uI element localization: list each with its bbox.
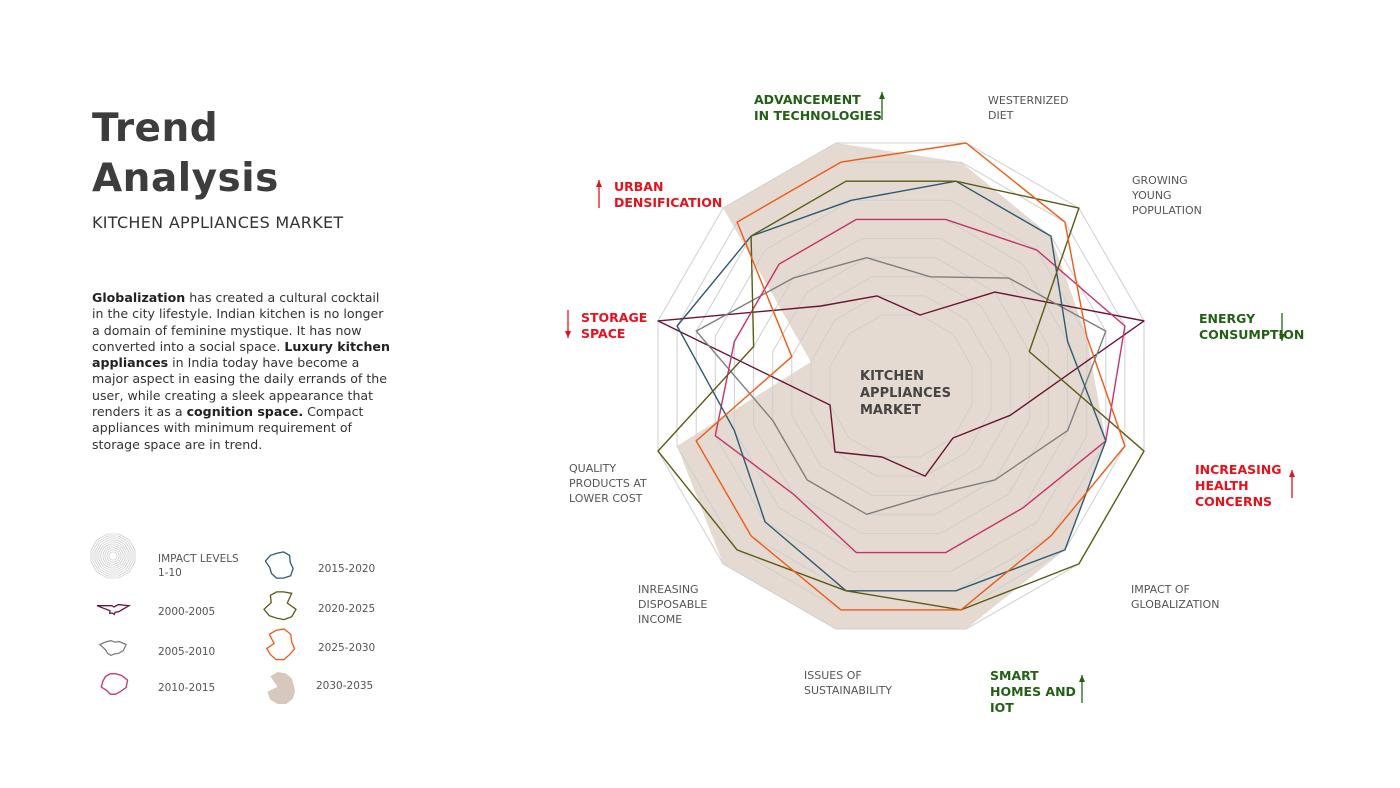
legend-ring	[108, 551, 118, 561]
legend-ring	[96, 539, 130, 573]
legend-ring	[104, 547, 122, 565]
legend-label: 2030-2035	[316, 680, 374, 692]
axis-label: ADVANCEMENT IN TECHNOLOGIES	[754, 92, 882, 123]
series-line-2000-2005	[657, 291, 1145, 477]
legend-swatch-2015-2020-icon	[264, 551, 294, 579]
legend-impact-levels-icon	[90, 533, 136, 579]
legend-swatch-2000-2005-icon	[96, 603, 132, 616]
legend-ring	[98, 541, 128, 571]
axis-label: INCREASING HEALTH CONCERNS	[1195, 462, 1282, 509]
legend-swatch-2030-2035-icon	[267, 672, 296, 704]
series-area-2030-2035	[677, 143, 1106, 629]
legend-swatch-2010-2015-icon	[100, 673, 129, 695]
arrowhead-icon	[1079, 675, 1085, 682]
description-paragraph: Globalization has created a cultural coc…	[92, 290, 392, 453]
legend-ring	[106, 549, 120, 563]
axis-label: ISSUES OF SUSTAINABILITY	[804, 669, 893, 697]
emphasis-cognition: cognition space.	[186, 404, 304, 420]
axis-label: INREASING DISPOSABLE INCOME	[638, 583, 708, 626]
legend-ring	[92, 535, 134, 577]
legend-impact-levels-label: IMPACT LEVELS 1-10	[158, 553, 239, 579]
legend-ring	[100, 543, 126, 569]
arrowhead-icon	[1289, 470, 1295, 477]
legend-label: 2015-2020	[318, 563, 376, 575]
legend-label: 2010-2015	[158, 682, 216, 694]
axis-label: ENERGY CONSUMPTION	[1199, 311, 1305, 342]
legend-label: 2005-2010	[158, 646, 216, 658]
arrowhead-icon	[565, 331, 571, 338]
series-line-2010-2015	[714, 218, 1126, 554]
legend-label: 2000-2005	[158, 606, 216, 618]
arrowhead-icon	[879, 92, 885, 99]
legend-ring	[102, 545, 124, 567]
legend-swatch-2020-2025-icon	[263, 591, 297, 621]
legend-label: 2025-2030	[318, 642, 376, 654]
series-line-2020-2025	[657, 180, 1145, 611]
chart-center-label: KITCHEN APPLIANCES MARKET	[860, 369, 951, 418]
legend-swatch-2025-2030-icon	[266, 628, 296, 661]
series-line-2005-2010	[695, 257, 1107, 515]
description-text: Compact appliances with minimum requirem…	[92, 404, 364, 452]
axis-label: URBAN DENSIFICATION	[614, 179, 723, 210]
axis-label: GROWING YOUNG POPULATION	[1132, 174, 1202, 217]
axis-label: IMPACT OF GLOBALIZATION	[1131, 583, 1220, 611]
axis-label: QUALITY PRODUCTS AT LOWER COST	[569, 462, 647, 505]
axis-label: WESTERNIZED DIET	[988, 94, 1069, 122]
legend-swatch-2005-2010-icon	[98, 640, 127, 657]
page-title: Trend Analysis	[92, 104, 279, 204]
arrowhead-icon	[596, 180, 602, 187]
arrowhead-icon	[1279, 334, 1285, 341]
title-line-1: Trend	[92, 106, 219, 151]
series-line-2025-2030	[695, 142, 1126, 611]
axis-label: SMART HOMES AND IOT	[990, 668, 1076, 715]
title-line-2: Analysis	[92, 156, 279, 201]
legend-ring	[94, 537, 132, 575]
axis-label: STORAGE SPACE	[581, 310, 648, 341]
legend-label: 2020-2025	[318, 603, 376, 615]
description-text: has created a cultural cocktail in the c…	[92, 290, 384, 354]
emphasis-globalization: Globalization	[92, 290, 186, 305]
grid-ring-level-2	[810, 295, 992, 477]
emphasis-luxury: Luxury kitchen appliances	[92, 338, 390, 371]
legend-ring	[90, 533, 136, 579]
page-subtitle: KITCHEN APPLIANCES MARKET	[92, 213, 344, 232]
description-text: in India today have become a major aspec…	[92, 355, 388, 420]
